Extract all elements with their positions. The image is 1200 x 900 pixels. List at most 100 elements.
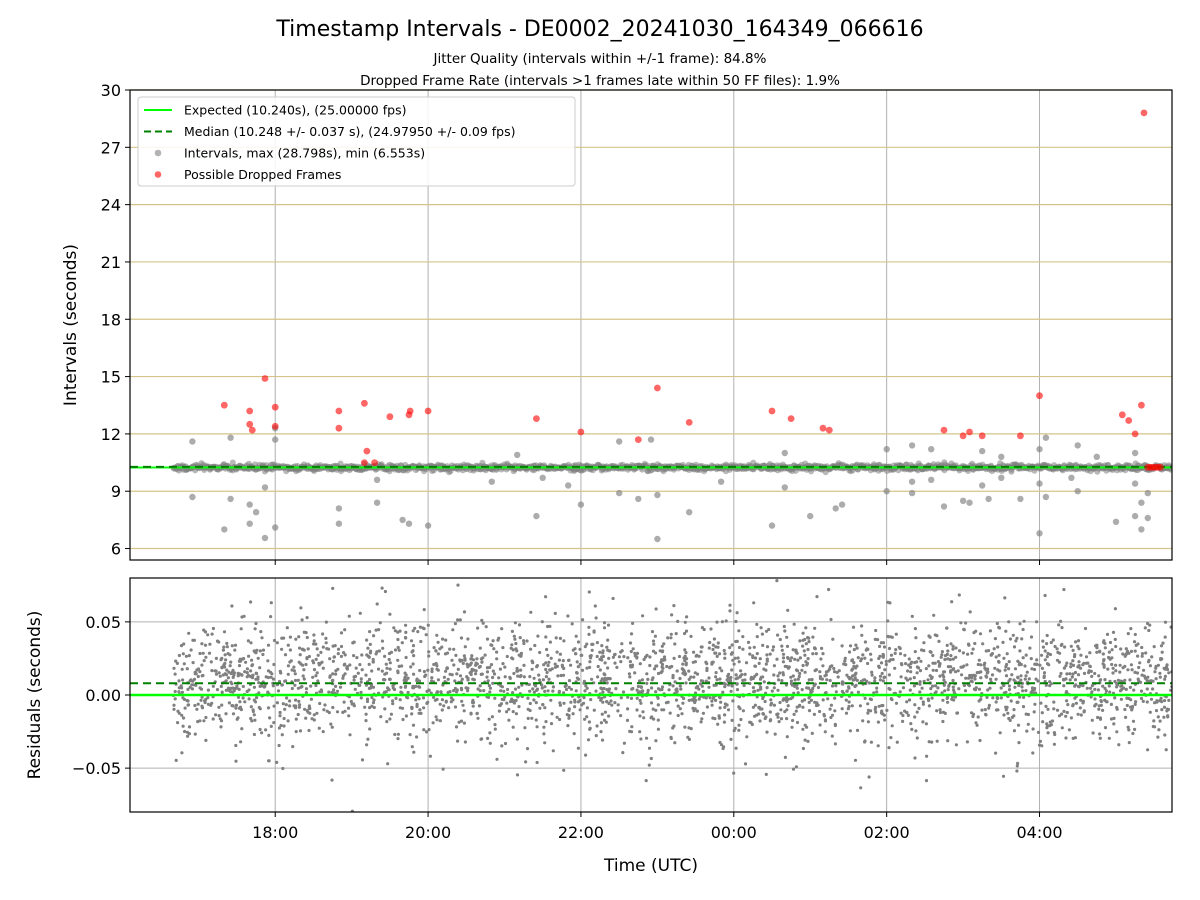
residual-point: [1082, 671, 1087, 676]
residual-point: [192, 677, 197, 681]
residual-point: [173, 697, 177, 701]
residual-point: [602, 686, 606, 691]
residual-point: [794, 765, 799, 769]
legend-point-swatch: [154, 171, 162, 178]
residual-point: [1017, 663, 1021, 667]
residual-point: [676, 619, 680, 624]
residual-point: [883, 668, 887, 672]
residual-point: [379, 715, 383, 719]
residual-point: [755, 635, 759, 639]
bottom-x-tick-label: 18:00: [252, 823, 298, 842]
residual-point: [418, 668, 422, 673]
residual-point: [704, 660, 708, 664]
residual-point: [321, 730, 325, 734]
residual-point: [518, 674, 522, 679]
residual-point: [285, 696, 289, 700]
residual-point: [335, 710, 340, 714]
residual-point: [281, 766, 285, 771]
residual-point: [311, 675, 315, 679]
residual-point: [532, 676, 536, 680]
residual-point: [183, 706, 187, 710]
residual-point: [665, 664, 669, 669]
residual-point: [507, 707, 511, 711]
residual-point: [933, 661, 937, 665]
residual-point: [256, 675, 260, 679]
interval-point: [940, 503, 948, 510]
residual-point: [1088, 686, 1093, 690]
residual-point: [1060, 642, 1064, 646]
residual-point: [781, 660, 786, 664]
residual-point: [927, 698, 931, 703]
residual-point: [920, 686, 924, 690]
residual-point: [245, 671, 249, 675]
residual-point: [997, 660, 1001, 664]
residual-point: [1043, 658, 1047, 662]
residual-point: [215, 688, 220, 692]
residual-point: [1144, 651, 1148, 655]
residual-point: [961, 651, 966, 655]
residual-point: [241, 657, 245, 661]
residual-point: [629, 649, 633, 654]
residual-point: [1069, 716, 1073, 720]
residual-point: [1163, 677, 1167, 681]
residual-point: [424, 633, 428, 637]
residual-point: [258, 727, 262, 732]
residual-point: [369, 686, 373, 690]
residual-point: [867, 681, 872, 685]
residual-point: [364, 673, 368, 677]
residual-point: [370, 695, 374, 700]
residual-point: [1093, 697, 1097, 701]
residual-point: [238, 700, 242, 704]
residual-point: [821, 698, 825, 702]
residual-point: [1053, 644, 1057, 649]
residual-point: [576, 677, 581, 681]
residual-point: [296, 686, 300, 690]
residual-point: [581, 618, 585, 622]
residual-point: [383, 589, 387, 594]
residual-point: [1008, 637, 1013, 641]
residual-point: [220, 703, 224, 707]
residual-point: [931, 661, 935, 665]
residual-point: [1081, 663, 1085, 667]
residual-point: [1107, 736, 1111, 740]
residual-point: [1133, 727, 1137, 732]
residual-point: [613, 701, 617, 705]
residual-point: [383, 707, 387, 711]
residual-point: [221, 648, 225, 652]
residual-point: [615, 665, 619, 670]
dropped-frame-point: [1125, 417, 1133, 424]
residual-point: [517, 685, 521, 689]
residual-point: [749, 675, 754, 679]
residual-point: [1146, 675, 1150, 679]
residual-point: [1013, 685, 1017, 689]
residual-point: [396, 658, 400, 662]
residual-point: [1107, 684, 1111, 688]
residual-point: [455, 672, 459, 676]
residual-point: [739, 669, 743, 673]
residual-point: [687, 726, 691, 730]
residual-point: [651, 649, 656, 653]
residual-point: [421, 626, 425, 630]
residual-point: [1016, 659, 1020, 663]
residual-point: [275, 641, 279, 645]
residual-point: [1071, 648, 1075, 653]
residual-point: [173, 689, 177, 694]
residual-point: [1036, 679, 1040, 683]
residual-point: [612, 653, 617, 657]
residual-point: [772, 686, 776, 690]
interval-point: [838, 501, 846, 508]
residual-point: [477, 704, 482, 708]
residual-point: [200, 706, 205, 710]
interval-point: [654, 491, 661, 499]
residual-point: [442, 675, 446, 679]
residual-point: [729, 675, 733, 680]
residual-point: [957, 687, 961, 691]
residual-point: [230, 682, 234, 686]
residual-point: [1041, 639, 1045, 643]
residual-point: [260, 731, 264, 735]
residual-point: [995, 621, 999, 626]
interval-point: [647, 436, 655, 443]
residual-point: [966, 652, 970, 656]
residual-point: [1072, 655, 1077, 659]
residual-point: [412, 686, 416, 690]
